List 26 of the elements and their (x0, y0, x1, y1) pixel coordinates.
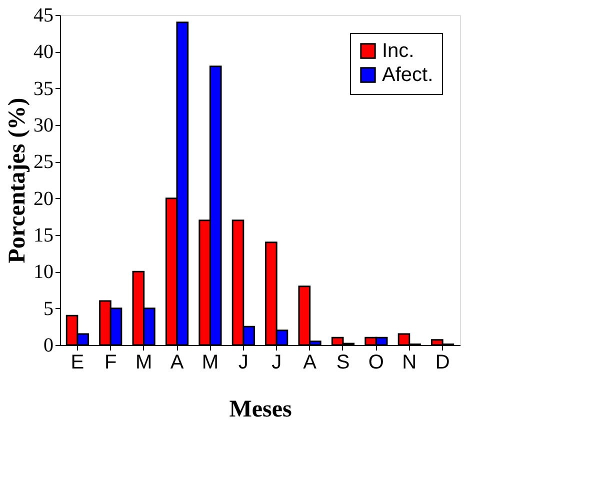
y-tick-label: 45 (34, 4, 54, 26)
x-tick-label: M (202, 352, 219, 374)
x-tick-label: E (70, 352, 84, 374)
x-tick-label: N (402, 352, 417, 374)
y-tick-label: 0 (44, 334, 54, 356)
y-tick-label: 5 (44, 298, 54, 320)
y-axis-title: Porcentajes (%) (4, 98, 30, 264)
x-axis-title: Meses (229, 396, 292, 422)
x-tick-label: F (104, 352, 117, 374)
x-tick-label: O (368, 352, 384, 374)
y-tick-label: 40 (34, 41, 54, 64)
x-tick-label: A (170, 352, 184, 374)
legend-label: Afect. (382, 64, 434, 86)
x-tick-label: D (435, 352, 450, 374)
y-tick-label: 35 (34, 78, 54, 100)
y-tick-label: 25 (34, 151, 54, 174)
y-tick-label: 20 (34, 188, 54, 210)
legend-label: Inc. (382, 40, 414, 62)
x-tick-label: S (336, 352, 350, 374)
x-tick-label: J (238, 352, 248, 374)
y-tick-label: 15 (34, 224, 54, 246)
x-tick-label: A (303, 352, 318, 374)
x-tick-label: J (272, 352, 282, 374)
y-tick-label: 10 (34, 261, 54, 284)
x-tick-label: M (135, 352, 152, 374)
y-tick-label: 30 (34, 114, 54, 136)
